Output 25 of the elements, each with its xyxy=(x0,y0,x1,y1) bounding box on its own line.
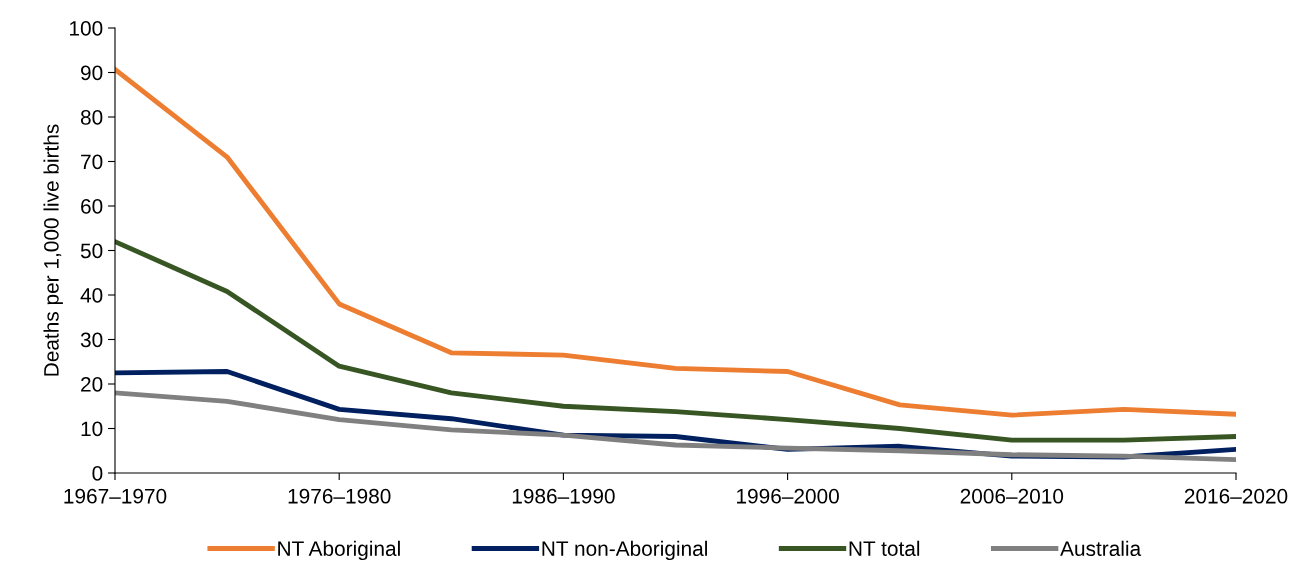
line-series xyxy=(115,390,1236,463)
y-tick-label: 60 xyxy=(81,199,103,214)
x-tick-label: 2006–2010 xyxy=(960,488,1064,504)
y-tick-label: 100 xyxy=(70,21,103,36)
y-tick-label: 20 xyxy=(81,377,103,392)
y-tick-label: 10 xyxy=(81,421,103,437)
y-tick-label: 50 xyxy=(80,243,103,259)
x-tick-label: 2016–2020 xyxy=(1184,488,1288,504)
x-tick-label: 1967–1970 xyxy=(64,488,167,504)
y-tick-label: 70 xyxy=(81,154,103,170)
y-tick-label: 90 xyxy=(81,65,103,81)
y-tick-label: 40 xyxy=(80,288,103,303)
x-tick-label: 1986–1990 xyxy=(512,488,615,504)
legend-label: NT total xyxy=(849,540,920,556)
x-tick-label: 1996–2000 xyxy=(737,488,839,504)
legend-label: NT Aboriginal xyxy=(278,540,400,561)
legend-label: NT non-Aboriginal xyxy=(542,540,707,561)
x-tick-label: 1976–1980 xyxy=(288,488,391,504)
line-series xyxy=(115,239,1236,443)
y-tick-label: 30 xyxy=(80,332,103,348)
y-tick-label: 0 xyxy=(92,466,103,481)
y-tick-label: 80 xyxy=(80,110,103,125)
line-series xyxy=(115,66,1236,418)
legend-label: Australia xyxy=(1060,540,1142,556)
y-axis-title: Deaths per 1,000 live births xyxy=(43,124,63,376)
